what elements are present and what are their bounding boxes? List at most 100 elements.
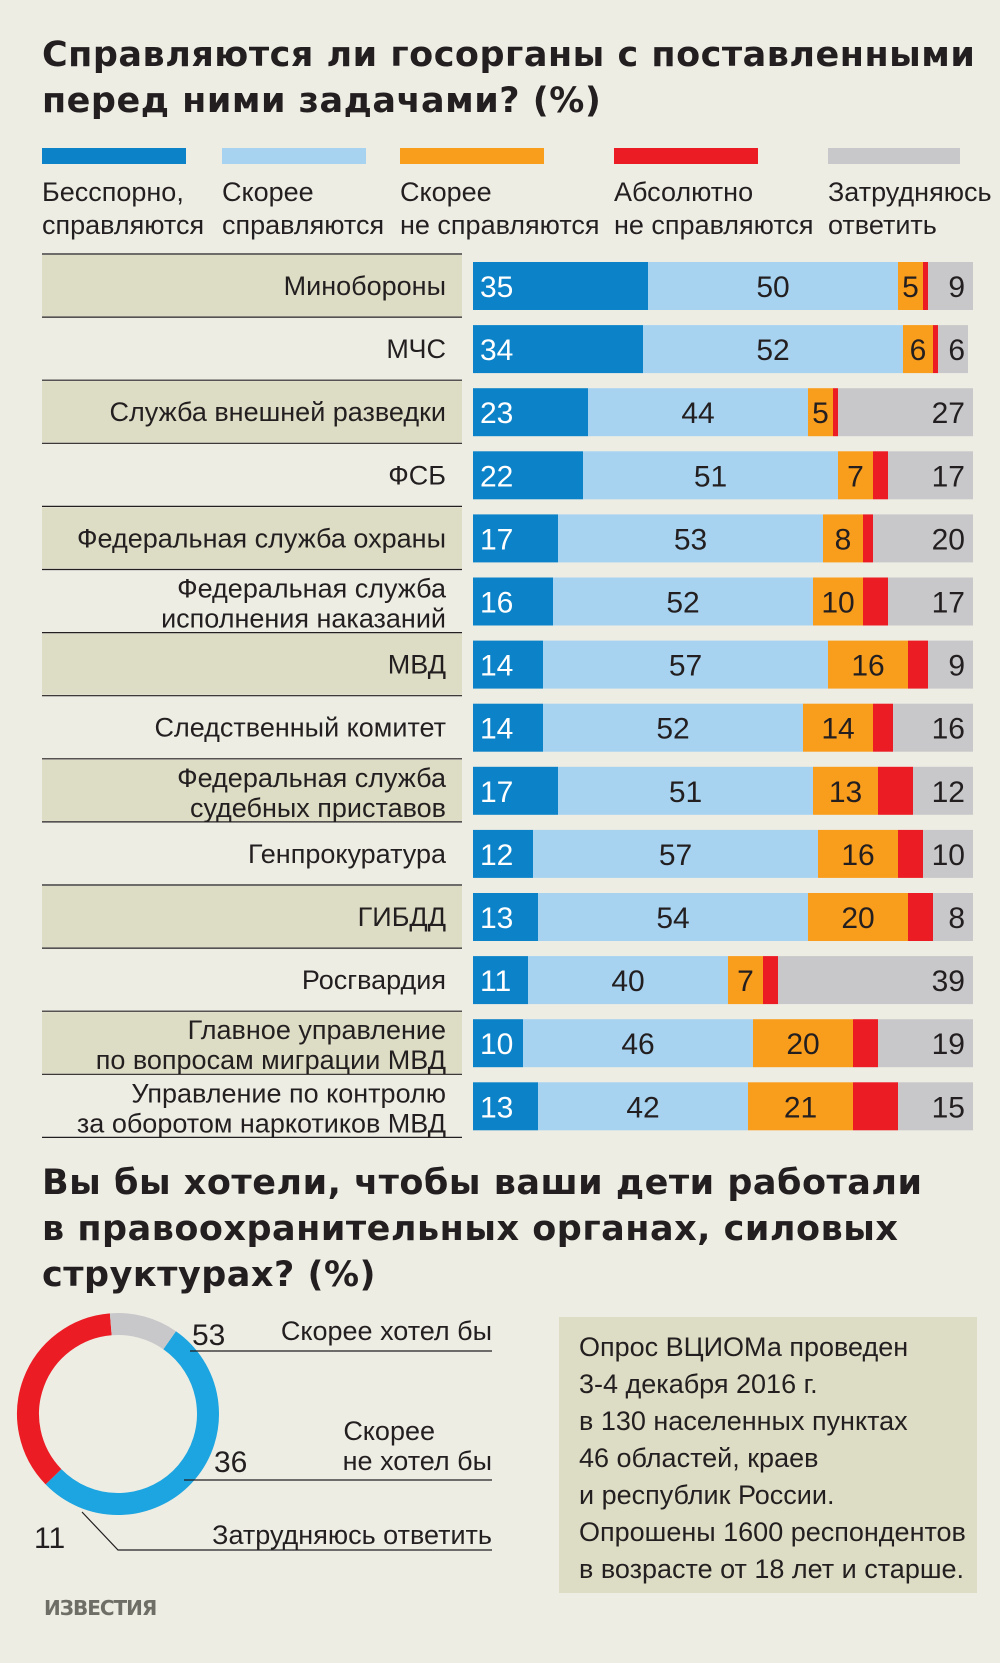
category-label-line: Главное управление bbox=[188, 1015, 446, 1045]
note-line: в возрасте от 18 лет и старше. bbox=[579, 1554, 965, 1584]
slice-label: Скорее не хотел бы bbox=[343, 1416, 492, 1476]
bar-segment bbox=[938, 325, 968, 374]
bar-segment bbox=[818, 829, 898, 878]
value-label: 8 bbox=[835, 523, 852, 556]
category-label: Федеральная служба исполнения наказаний bbox=[161, 574, 447, 634]
bar-segment bbox=[473, 1019, 523, 1068]
bar-segment bbox=[473, 451, 583, 500]
bar-segment bbox=[778, 956, 973, 1005]
legend-item: Бесспорно, справляются bbox=[42, 148, 204, 242]
bar-segment bbox=[813, 766, 878, 815]
category-label-line: Федеральная служба bbox=[177, 763, 447, 793]
bar-segment bbox=[543, 640, 828, 689]
bar-segment bbox=[473, 829, 533, 878]
bar-segment bbox=[888, 577, 973, 626]
bar-segment bbox=[813, 577, 863, 626]
category-label: Федеральная служба охраны bbox=[77, 523, 446, 553]
row-band bbox=[42, 255, 462, 317]
value-label: 6 bbox=[910, 334, 927, 367]
value-label: 52 bbox=[666, 587, 699, 620]
value-label: 54 bbox=[656, 902, 689, 935]
category-label: ГИБДД bbox=[358, 902, 446, 932]
value-label: 16 bbox=[932, 713, 965, 746]
bar-segment bbox=[473, 640, 543, 689]
value-label: 5 bbox=[902, 271, 919, 304]
category-label-line: МВД bbox=[388, 650, 446, 680]
category-label-line: Следственный комитет bbox=[155, 713, 447, 743]
category-label: Служба внешней разведки bbox=[110, 397, 446, 427]
bar-segment bbox=[823, 514, 863, 563]
bar-segment bbox=[753, 1019, 853, 1068]
value-label: 16 bbox=[851, 650, 884, 683]
value-label: 13 bbox=[480, 1091, 513, 1124]
bar-segment bbox=[903, 325, 933, 374]
donut-chart: 53 Скорее хотел бы 36 Скорее не хотел бы 11 За… bbox=[17, 1313, 492, 1555]
value-label: 39 bbox=[932, 965, 965, 998]
bar-segment bbox=[553, 577, 813, 626]
value-label: 35 bbox=[480, 271, 513, 304]
value-label: 13 bbox=[829, 776, 862, 809]
legend-swatch bbox=[222, 148, 366, 164]
bar-segment bbox=[898, 829, 923, 878]
value-label: 53 bbox=[674, 523, 707, 556]
bar-segment bbox=[908, 893, 933, 941]
bar-segment bbox=[473, 262, 648, 310]
row-band bbox=[42, 507, 462, 569]
value-label: 11 bbox=[480, 965, 511, 998]
bar-segment bbox=[808, 893, 908, 941]
bar-segment bbox=[893, 703, 973, 752]
row-band bbox=[42, 886, 462, 948]
value-label: 51 bbox=[669, 776, 702, 809]
bar-segment bbox=[473, 893, 538, 941]
bar-segment bbox=[648, 262, 898, 310]
bar-segment bbox=[853, 1019, 878, 1068]
legend-label: Бесспорно, справляются bbox=[42, 177, 205, 240]
slice-label-line: не хотел бы bbox=[343, 1446, 492, 1476]
value-label: 14 bbox=[480, 650, 513, 683]
legend-item: Скорее не справляются bbox=[400, 148, 600, 242]
bar-segment bbox=[473, 1082, 538, 1131]
value-label: 19 bbox=[932, 1028, 965, 1061]
chart-title: Справляются ли госорганы с поставленными… bbox=[42, 35, 976, 121]
bar-segment bbox=[588, 388, 808, 437]
category-label-line: ФСБ bbox=[388, 460, 446, 490]
legend-label: Скорее справляются bbox=[222, 177, 385, 240]
bar-segment bbox=[523, 1019, 753, 1068]
category-label-line: по вопросам миграции МВД bbox=[96, 1045, 446, 1075]
bar-segment bbox=[928, 262, 973, 310]
note-line: 3-4 декабря 2016 г. bbox=[579, 1369, 818, 1399]
bar-segment bbox=[473, 514, 558, 563]
value-label: 51 bbox=[694, 460, 727, 493]
bar-segment bbox=[533, 829, 818, 878]
value-label: 16 bbox=[841, 839, 874, 872]
bar-segment bbox=[558, 514, 823, 563]
category-label-line: Генпрокуратура bbox=[248, 839, 447, 869]
bar-segment bbox=[898, 1082, 973, 1131]
legend-item: Абсолютно не справляются bbox=[614, 148, 814, 242]
value-label: 34 bbox=[480, 334, 513, 367]
value-label: 12 bbox=[932, 776, 965, 809]
survey-note: Опрос ВЦИОМа проведен 3-4 декабря 2016 г.… bbox=[559, 1317, 977, 1593]
bar-segment bbox=[473, 388, 588, 437]
legend-label: Скорее не справляются bbox=[400, 177, 600, 240]
bar-segment bbox=[908, 640, 928, 689]
value-label: 52 bbox=[656, 713, 689, 746]
value-label: 42 bbox=[626, 1091, 659, 1124]
bar-segment bbox=[833, 388, 838, 437]
bar-segment bbox=[538, 893, 808, 941]
value-label: 20 bbox=[786, 1028, 819, 1061]
category-label: Управление по контролю за оборотом наркот… bbox=[77, 1078, 446, 1138]
donut-slice bbox=[109, 1313, 176, 1350]
row-band bbox=[42, 381, 462, 443]
bar-segment bbox=[473, 703, 543, 752]
bar-segment bbox=[873, 451, 888, 500]
value-label: 16 bbox=[480, 587, 513, 620]
bar-segment bbox=[913, 766, 973, 815]
bar-segment bbox=[728, 956, 763, 1005]
bar-segment bbox=[933, 893, 973, 941]
value-label: 7 bbox=[847, 460, 864, 493]
leader-line bbox=[81, 1511, 492, 1551]
slice-value: 53 bbox=[192, 1319, 225, 1352]
note-line: 46 областей, краев bbox=[579, 1443, 819, 1473]
